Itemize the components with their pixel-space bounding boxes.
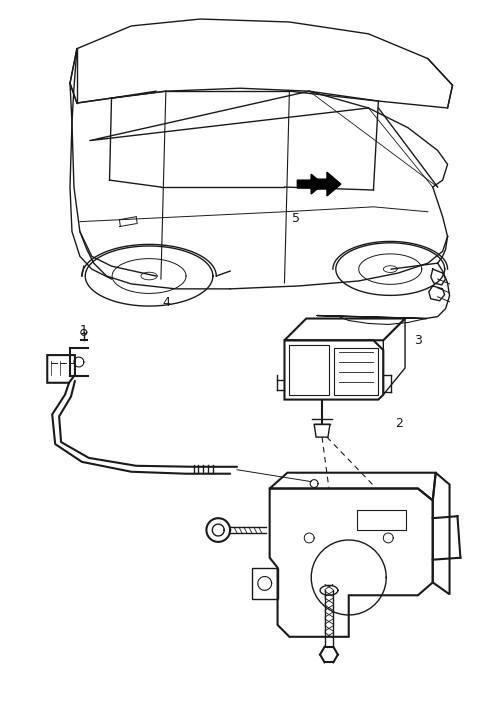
Text: 5: 5 — [292, 211, 300, 224]
Polygon shape — [297, 174, 323, 194]
Text: 3: 3 — [414, 333, 422, 346]
Polygon shape — [311, 172, 341, 196]
Text: 4: 4 — [163, 295, 170, 309]
Text: 2: 2 — [395, 417, 403, 431]
Text: 1: 1 — [80, 325, 87, 337]
